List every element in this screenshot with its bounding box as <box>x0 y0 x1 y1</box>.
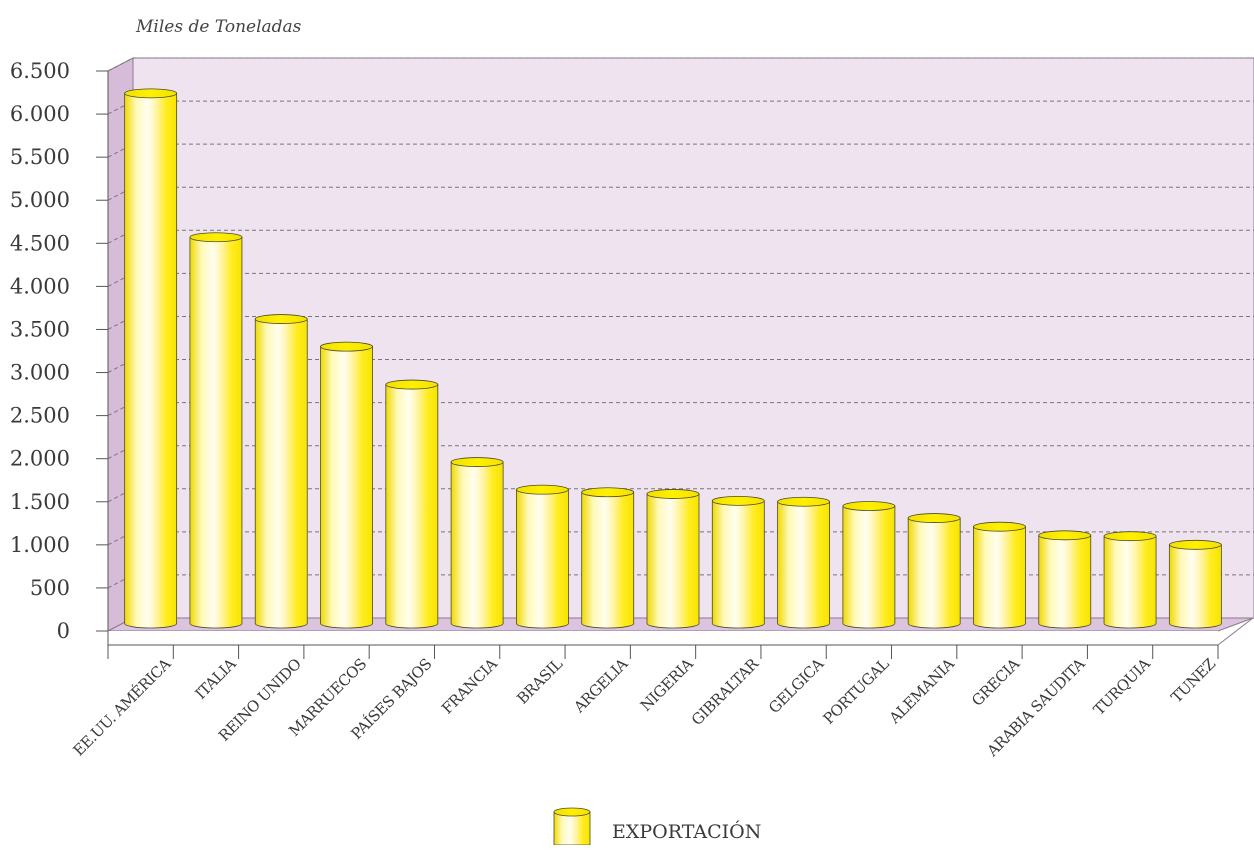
bar-body <box>516 489 569 629</box>
legend-swatch-body <box>553 811 591 846</box>
y-tick-label: 500 <box>30 576 70 600</box>
bar-body <box>646 493 700 629</box>
bar-body <box>1103 535 1157 629</box>
x-tick-label: ITALIA <box>192 655 240 703</box>
bar-cap <box>385 379 439 390</box>
bar-cap <box>516 484 569 495</box>
bar <box>646 489 700 629</box>
y-tick-label: 2.000 <box>10 447 70 471</box>
bar <box>1168 539 1222 629</box>
x-tick-label: ALEMANIA <box>885 655 958 728</box>
y-tick-label: 2.500 <box>10 404 70 428</box>
x-tick-label: FRANCIA <box>438 655 501 718</box>
x-tick-label: TUNEZ <box>1167 655 1218 706</box>
y-tick-label: 6.000 <box>10 102 70 126</box>
bar-body <box>189 236 243 629</box>
bar-cap <box>1168 539 1222 550</box>
bar-body <box>385 384 439 629</box>
bar <box>842 501 896 629</box>
x-tick-label: GRECIA <box>968 655 1023 710</box>
bar <box>1038 530 1092 629</box>
x-tick-label: PORTUGAL <box>820 655 893 728</box>
y-tick-label: 1.500 <box>10 490 70 514</box>
x-tick-label: GIBRALTAR <box>688 654 763 729</box>
bar <box>320 341 373 629</box>
bar <box>124 88 178 629</box>
bar <box>581 487 635 629</box>
x-tick-label: GELGICA <box>765 655 827 717</box>
bar-cap <box>646 489 700 499</box>
bar-body <box>450 461 504 629</box>
bar <box>777 496 830 629</box>
bar-cap <box>777 496 830 507</box>
y-tick-label: 3.500 <box>10 317 70 341</box>
bar-body <box>124 92 178 629</box>
bar <box>385 379 439 629</box>
bar <box>516 484 569 629</box>
bars <box>124 88 1222 629</box>
legend-label-exportacion: EXPORTACIÓN <box>612 820 761 843</box>
bar-cap <box>320 341 373 352</box>
bar-body <box>1168 544 1222 629</box>
bar-cap <box>450 457 504 467</box>
y-axis: 0 500 1.000 1.500 2.000 2.500 3.000 3.500 4.000 4… <box>10 59 108 643</box>
x-tick-label: NIGERIA <box>637 655 697 715</box>
bar <box>189 232 243 629</box>
bar-cap <box>581 487 635 498</box>
bar-cap <box>1103 531 1157 542</box>
bar-cap <box>842 501 896 511</box>
gridline-side <box>107 57 134 72</box>
y-tick-label: 5.500 <box>10 145 70 169</box>
bar-cap <box>189 232 243 243</box>
bar-body <box>1038 534 1092 629</box>
bar-body <box>973 526 1026 629</box>
y-tick-label: 3.000 <box>10 361 70 385</box>
bar <box>450 457 504 629</box>
y-tick-label: 4.000 <box>10 274 70 298</box>
bar <box>711 495 765 629</box>
y-tick-label: 6.500 <box>10 59 70 83</box>
y-tick-label: 4.500 <box>10 231 70 255</box>
bar-cap <box>907 513 961 523</box>
y-axis-unit-label: Miles de Toneladas <box>135 17 302 37</box>
x-tick-label: EE.UU. AMÉRICA <box>70 655 175 760</box>
legend-swatch-exportacion <box>553 807 591 846</box>
bar <box>907 513 961 629</box>
y-tick-label: 5.000 <box>10 188 70 212</box>
bar-cap <box>973 521 1026 532</box>
bar <box>254 314 308 629</box>
bar-cap <box>124 88 178 99</box>
legend-swatch-cap <box>553 807 591 817</box>
bar-body <box>842 505 896 629</box>
x-tick-label: ARGELIA <box>569 655 631 717</box>
y-tick-label: 0 <box>57 619 70 643</box>
bar-body <box>711 500 765 629</box>
bar <box>973 521 1026 629</box>
bar-body <box>254 318 308 629</box>
bar-cap <box>254 314 308 324</box>
x-tick-label: BRASIL <box>513 655 566 708</box>
bar-body <box>320 346 373 629</box>
floor-front-edge <box>108 631 1218 645</box>
y-tick-label: 1.000 <box>10 533 70 557</box>
bar-body <box>907 517 961 629</box>
bar-body <box>777 501 830 629</box>
floor-right-edge <box>1217 617 1254 646</box>
x-tick-label: TURQUIA <box>1090 655 1154 719</box>
legend: EXPORTACIÓN <box>553 807 761 846</box>
bar <box>1103 531 1157 629</box>
bar-cap <box>1038 530 1092 541</box>
bar-body <box>581 491 635 629</box>
bar-cap <box>711 495 765 506</box>
